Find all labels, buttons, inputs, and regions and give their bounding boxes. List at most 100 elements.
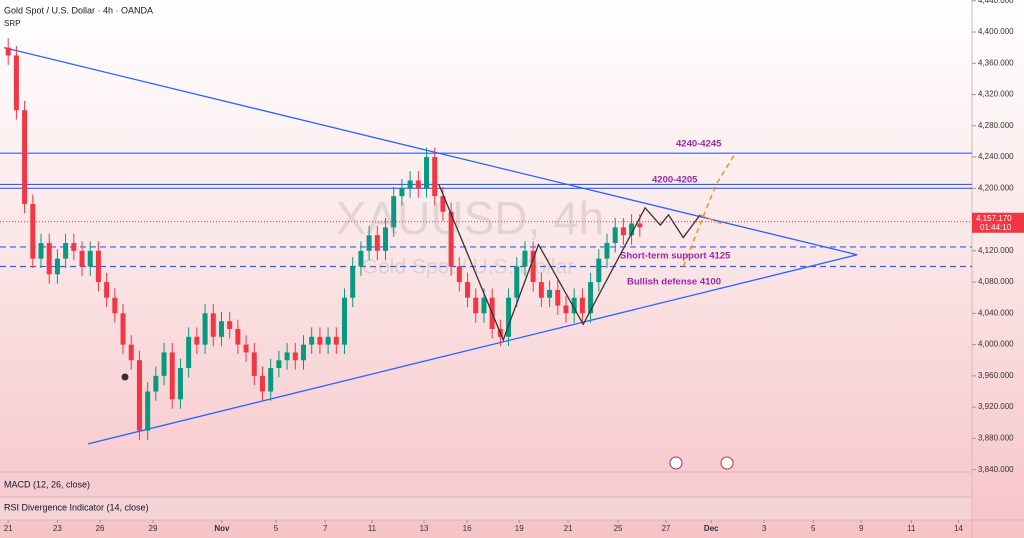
candle-body <box>432 157 438 197</box>
annotation: 4200-4205 <box>652 175 698 186</box>
candle-body <box>612 227 618 244</box>
candle-body <box>79 250 85 267</box>
x-tick-label: 25 <box>614 524 623 533</box>
x-tick-label: 11 <box>368 524 377 533</box>
x-tick-label: Nov <box>214 524 230 533</box>
annotation: 4240-4245 <box>676 139 722 150</box>
event-icon[interactable] <box>720 456 734 470</box>
candle-body <box>448 211 454 267</box>
y-tick-label: 4,000.000 <box>978 340 1014 349</box>
candle-body <box>153 375 159 392</box>
candle-body <box>284 352 290 361</box>
macd-pane <box>0 472 972 497</box>
candle-body <box>506 297 512 337</box>
candle-body <box>465 282 471 298</box>
projection-path <box>682 152 736 267</box>
candle-body <box>194 336 200 345</box>
x-tick-label: 14 <box>954 524 963 533</box>
candle-body <box>407 180 413 189</box>
y-tick-label: 3,960.000 <box>978 371 1014 380</box>
candle-body <box>136 360 142 431</box>
projection-path <box>699 214 726 226</box>
x-tick-label: 27 <box>662 524 671 533</box>
rsi-pane <box>0 497 972 520</box>
candle-body <box>588 282 594 314</box>
candle-body <box>161 352 167 376</box>
candle-body <box>473 297 479 314</box>
y-tick-label: 4,080.000 <box>978 277 1014 286</box>
candle-body <box>54 258 60 275</box>
candle-body <box>383 227 389 251</box>
x-tick-label: 11 <box>907 524 916 533</box>
annotation: Bullish defense 4100 <box>627 277 721 288</box>
candle-body <box>210 313 216 337</box>
candle-body <box>440 196 446 212</box>
candle-body <box>317 336 323 345</box>
x-tick-label: 23 <box>53 524 62 533</box>
event-icon[interactable] <box>669 456 683 470</box>
candle-body <box>13 55 19 111</box>
x-tick-label: 5 <box>274 524 279 533</box>
candle-body <box>629 223 635 236</box>
y-tick-label: 3,840.000 <box>978 465 1014 474</box>
candle-body <box>415 180 421 189</box>
candle-body <box>456 266 462 283</box>
y-tick-label: 4,040.000 <box>978 308 1014 317</box>
candle-body <box>325 336 331 345</box>
candle-body <box>292 352 298 361</box>
candle-body <box>259 375 265 392</box>
candle-body <box>399 188 405 197</box>
x-tick-label: Dec <box>704 524 719 533</box>
x-tick-label: 7 <box>323 524 328 533</box>
candle-body <box>522 250 528 267</box>
candle-body <box>177 368 183 400</box>
candle-body <box>63 243 69 259</box>
candle-body <box>22 110 28 204</box>
candle-body <box>424 157 430 189</box>
candle-body <box>547 289 553 298</box>
candle-body <box>186 336 192 369</box>
annotation: Short-term support 4125 <box>620 251 731 262</box>
marker <box>121 373 129 381</box>
candle-body <box>596 258 602 283</box>
candle-body <box>71 243 77 251</box>
x-tick-label: 16 <box>463 524 472 533</box>
y-tick-label: 4,360.000 <box>978 58 1014 67</box>
price-tag-label: 4,157.170 <box>976 214 1012 223</box>
y-tick-label: 3,880.000 <box>978 434 1014 443</box>
candle-body <box>637 223 643 228</box>
countdown-label: 01:44:10 <box>980 223 1012 232</box>
candle-body <box>374 235 380 251</box>
candle-body <box>145 391 151 431</box>
candle-body <box>309 336 315 345</box>
candle-body <box>276 360 282 369</box>
x-tick-label: 26 <box>96 524 105 533</box>
candle-body <box>514 266 520 298</box>
x-tick-label: 21 <box>4 524 13 533</box>
candle-body <box>481 297 487 314</box>
candle-body <box>104 282 110 298</box>
drawn-path <box>438 184 701 342</box>
candle-body <box>202 313 208 345</box>
y-tick-label: 3,920.000 <box>978 402 1014 411</box>
candle-body <box>87 250 93 267</box>
chart-subtitle: SRP <box>4 19 20 28</box>
candle-body <box>571 297 577 314</box>
candle-body <box>5 47 11 56</box>
candle-body <box>391 196 397 228</box>
pane-label: MACD (12, 26, close) <box>4 479 90 489</box>
candle-body <box>243 344 249 353</box>
candle-body <box>358 250 364 267</box>
price-tag <box>972 212 1024 233</box>
x-tick-label: 5 <box>811 524 816 533</box>
candle-body <box>235 328 241 345</box>
y-tick-label: 4,440.000 <box>978 0 1014 5</box>
candle-body <box>38 243 44 259</box>
x-tick-label: 9 <box>859 524 864 533</box>
candle-body <box>268 368 274 392</box>
candle-body <box>563 305 569 314</box>
x-tick-label: 13 <box>420 524 429 533</box>
candle-body <box>128 344 134 361</box>
candle-body <box>112 297 118 314</box>
